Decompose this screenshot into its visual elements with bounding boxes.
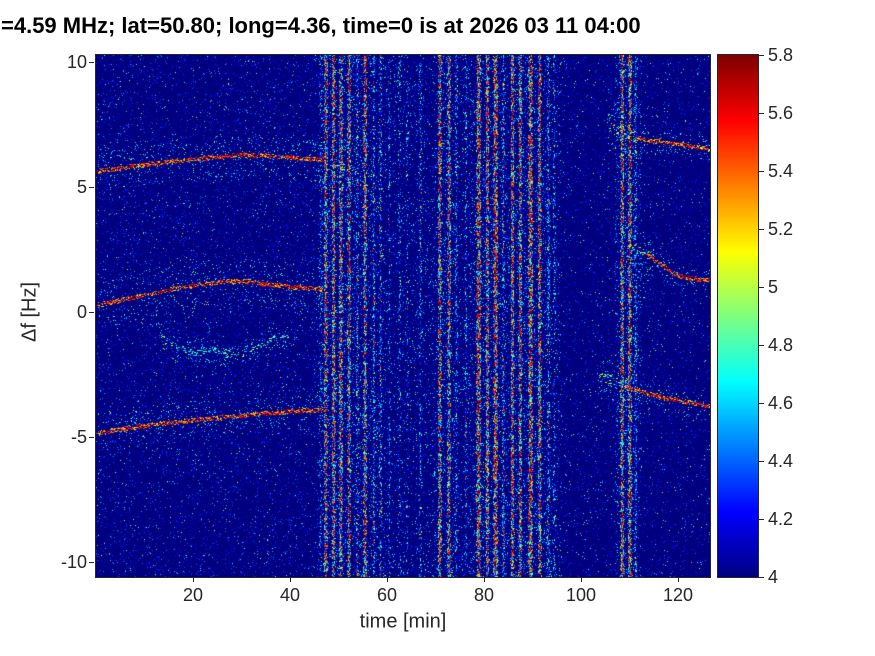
y-tick-mark — [89, 62, 94, 64]
colorbar-tick-label: 4.8 — [768, 335, 794, 355]
colorbar-tick-label: 5 — [768, 277, 779, 297]
x-tick-label: 120 — [662, 585, 694, 605]
colorbar-tick-mark — [759, 113, 764, 114]
colorbar-tick-label: 4.2 — [768, 509, 794, 529]
x-tick-label: 60 — [376, 585, 397, 605]
x-tick-label: 80 — [473, 585, 494, 605]
colorbar-tick-mark — [759, 461, 764, 462]
y-tick-mark — [89, 187, 94, 189]
y-tick-label: 10 — [66, 52, 87, 73]
heatmap-canvas — [96, 55, 710, 577]
x-tick-label: 100 — [565, 585, 597, 605]
colorbar-tick-label: 4 — [768, 567, 779, 587]
colorbar-tick-mark — [759, 403, 764, 404]
plot-frame — [95, 54, 711, 578]
x-tick-label: 20 — [182, 585, 203, 605]
x-tick-mark — [386, 577, 388, 582]
colorbar-tick-mark — [759, 55, 764, 56]
colorbar-frame — [717, 54, 759, 578]
colorbar-tick-label: 5.4 — [768, 161, 794, 181]
colorbar-canvas — [718, 55, 758, 577]
y-tick-mark — [89, 562, 94, 563]
x-tick-label: 40 — [279, 585, 300, 605]
x-axis-label: time [min] — [359, 610, 447, 633]
y-tick-label: -5 — [70, 427, 87, 448]
x-tick-mark — [192, 577, 194, 582]
colorbar-tick-label: 5.2 — [768, 219, 794, 239]
x-tick-mark — [580, 577, 582, 582]
colorbar-tick-label: 4.6 — [768, 393, 794, 413]
colorbar-tick-mark — [759, 345, 764, 346]
colorbar-tick-mark — [759, 229, 764, 230]
y-tick-label: 5 — [76, 177, 87, 198]
y-tick-label: 0 — [76, 302, 87, 323]
x-tick-mark — [289, 577, 291, 582]
y-tick-label: -10 — [60, 552, 87, 572]
colorbar-tick-mark — [759, 171, 764, 172]
colorbar-tick-mark — [759, 577, 764, 578]
plot-title: =4.59 MHz; lat=50.80; long=4.36, time=0 … — [1, 13, 641, 38]
colorbar-tick-mark — [759, 287, 764, 288]
colorbar-tick-label: 5.8 — [768, 45, 794, 65]
x-tick-mark — [483, 577, 485, 582]
y-tick-mark — [89, 312, 94, 314]
colorbar-tick-label: 4.4 — [768, 451, 794, 471]
x-tick-mark — [677, 577, 679, 582]
colorbar-tick-label: 5.6 — [768, 103, 794, 123]
colorbar-tick-mark — [759, 519, 764, 520]
y-tick-mark — [89, 437, 94, 439]
